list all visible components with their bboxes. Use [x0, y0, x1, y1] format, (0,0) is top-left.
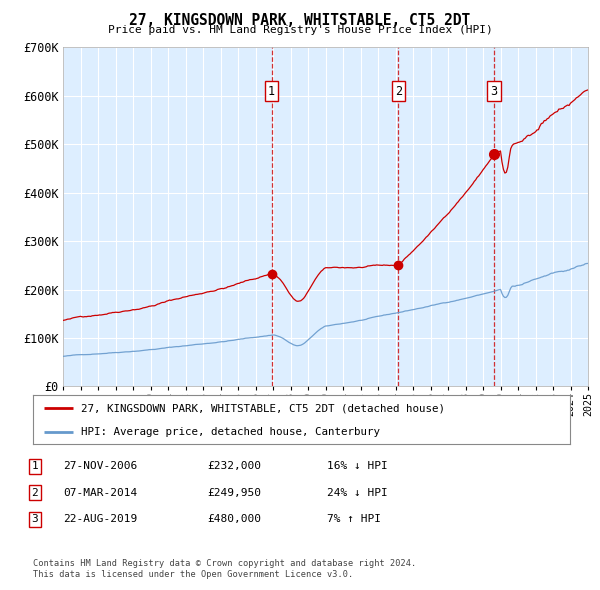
Text: Contains HM Land Registry data © Crown copyright and database right 2024.
This d: Contains HM Land Registry data © Crown c… [33, 559, 416, 579]
Text: 3: 3 [31, 514, 38, 524]
Text: £249,950: £249,950 [207, 488, 261, 497]
Text: 2: 2 [395, 85, 402, 98]
Text: 16% ↓ HPI: 16% ↓ HPI [327, 461, 388, 471]
Text: 27, KINGSDOWN PARK, WHITSTABLE, CT5 2DT (detached house): 27, KINGSDOWN PARK, WHITSTABLE, CT5 2DT … [82, 404, 445, 414]
Text: 2: 2 [31, 488, 38, 497]
Text: 27-NOV-2006: 27-NOV-2006 [63, 461, 137, 471]
Text: 3: 3 [491, 85, 498, 98]
Text: £480,000: £480,000 [207, 514, 261, 524]
Text: 7% ↑ HPI: 7% ↑ HPI [327, 514, 381, 524]
Text: 22-AUG-2019: 22-AUG-2019 [63, 514, 137, 524]
Text: 1: 1 [31, 461, 38, 471]
Text: 1: 1 [268, 85, 275, 98]
Text: £232,000: £232,000 [207, 461, 261, 471]
Text: 27, KINGSDOWN PARK, WHITSTABLE, CT5 2DT: 27, KINGSDOWN PARK, WHITSTABLE, CT5 2DT [130, 13, 470, 28]
Text: HPI: Average price, detached house, Canterbury: HPI: Average price, detached house, Cant… [82, 427, 380, 437]
Text: Price paid vs. HM Land Registry's House Price Index (HPI): Price paid vs. HM Land Registry's House … [107, 25, 493, 35]
Text: 24% ↓ HPI: 24% ↓ HPI [327, 488, 388, 497]
Text: 07-MAR-2014: 07-MAR-2014 [63, 488, 137, 497]
